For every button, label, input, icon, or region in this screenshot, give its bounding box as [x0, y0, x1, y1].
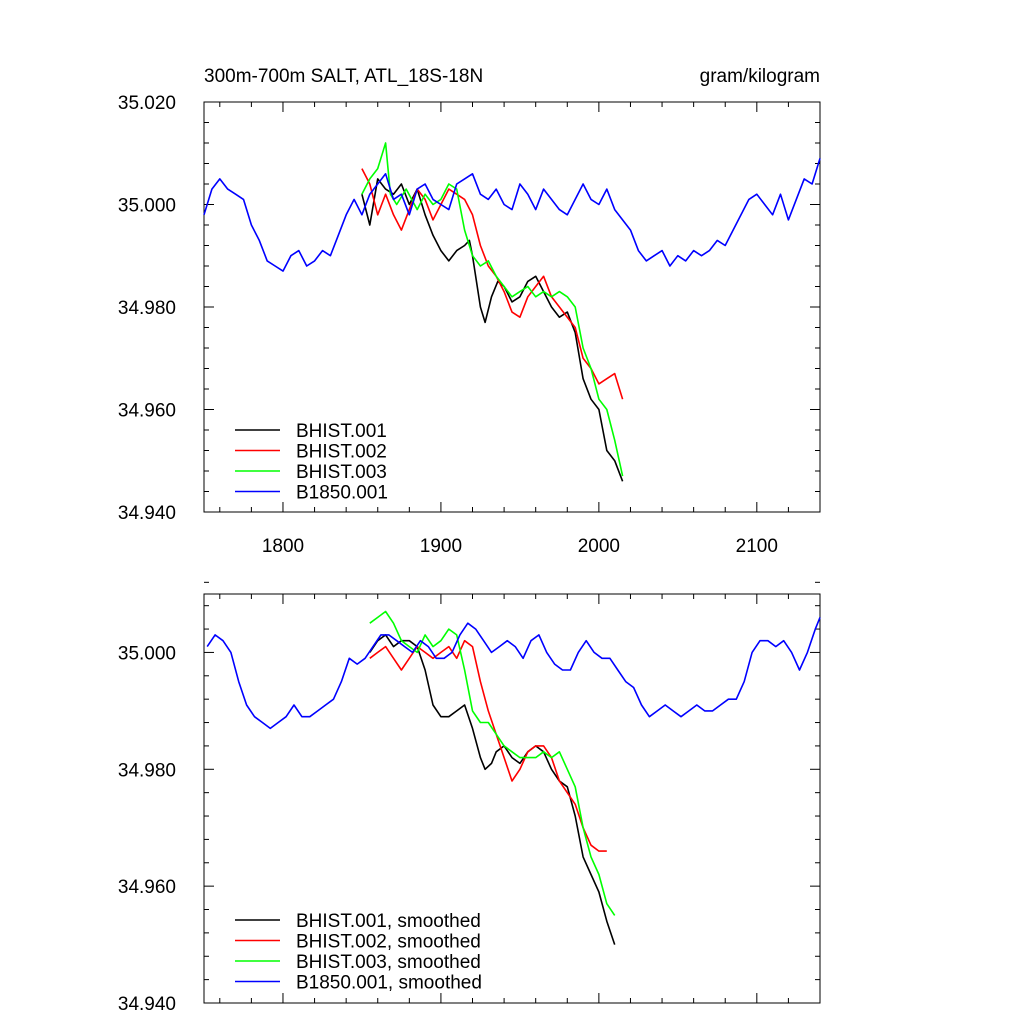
y-tick-label: 35.000: [118, 643, 176, 664]
bottom-panel: 34.940 34.960 34.980 35.000 BHIST.001, smoot…: [118, 581, 821, 1015]
series-line-2: [369, 639, 607, 852]
y-tick-label: 35.020: [118, 93, 176, 114]
legend-label: B1850.001, smoothed: [296, 973, 482, 994]
series-line-3: [361, 142, 624, 477]
y-tick-label: 34.980: [118, 760, 176, 781]
series-line-3: [369, 610, 616, 916]
series-line-2: [361, 168, 624, 400]
units-label: gram/kilogram: [700, 66, 820, 87]
legend-label: BHIST.003, smoothed: [296, 952, 481, 973]
x-tick-label: 1900: [420, 536, 462, 557]
chart-title: 300m-700m SALT, ATL_18S-18N: [204, 66, 483, 87]
x-tick-label: 2100: [736, 536, 778, 557]
y-tick-label: 35.000: [118, 196, 176, 217]
series-line-4: [206, 617, 821, 730]
legend-label: BHIST.001: [296, 421, 387, 442]
x-tick-label: 1800: [262, 536, 304, 557]
series-line-1: [369, 634, 616, 945]
x-tick-label: 2000: [578, 536, 620, 557]
y-tick-label: 34.940: [118, 503, 176, 524]
legend-label: BHIST.002: [296, 442, 387, 463]
legend-label: BHIST.003: [296, 462, 387, 483]
legend-label: BHIST.002, smoothed: [296, 932, 481, 953]
legend-label: B1850.001: [296, 483, 388, 504]
top-panel: 1800 1900 2000 2100 34.940 34.960 34.980 35.000…: [118, 93, 821, 557]
y-tick-label: 34.980: [118, 298, 176, 319]
y-tick-label: 34.960: [118, 401, 176, 422]
series-line-1: [361, 178, 624, 482]
series-line-4: [203, 158, 821, 272]
plot-frame: [203, 593, 821, 1004]
y-tick-label: 34.960: [118, 877, 176, 898]
legend-label: BHIST.001, smoothed: [296, 911, 481, 932]
y-tick-label: 34.940: [118, 994, 176, 1015]
